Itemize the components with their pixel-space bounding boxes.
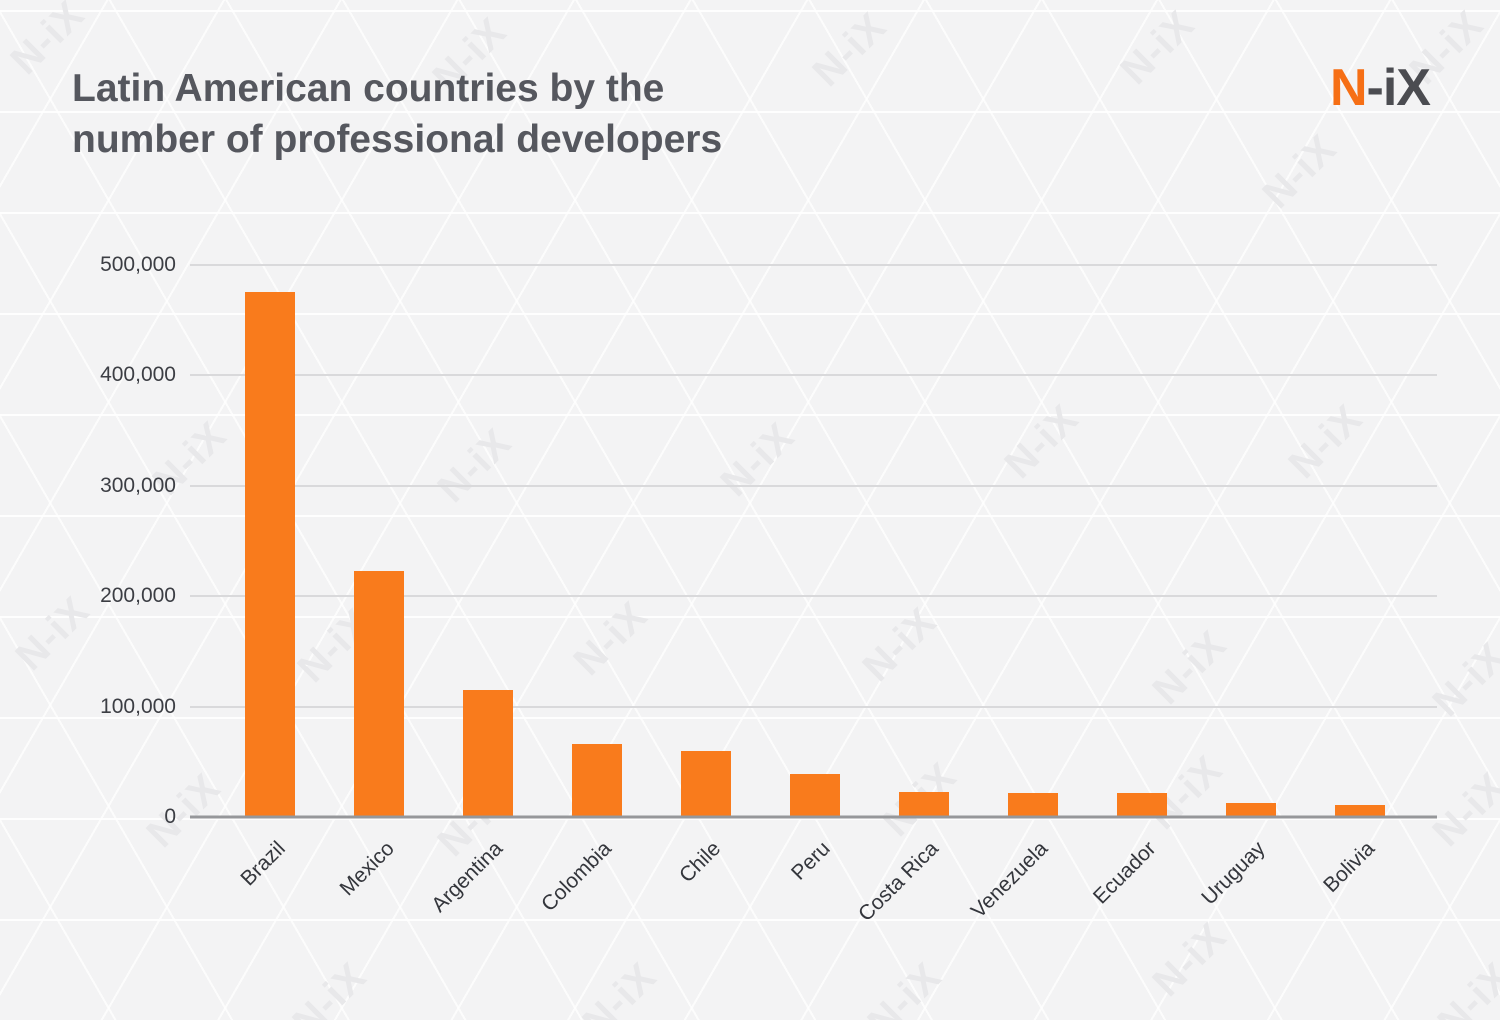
bar-costa-rica bbox=[898, 791, 949, 817]
bar-chile bbox=[681, 750, 732, 817]
x-tick-label-venezuela: Venezuela bbox=[966, 837, 1053, 923]
bar-slot-ecuador bbox=[1087, 265, 1196, 817]
x-slot-colombia: Colombia bbox=[537, 817, 652, 987]
bar-argentina bbox=[463, 690, 514, 817]
bar-slot-argentina bbox=[434, 265, 543, 817]
bar-slot-venezuela bbox=[978, 265, 1087, 817]
nix-watermark: N-iX bbox=[1112, 2, 1203, 93]
bar-venezuela bbox=[1007, 792, 1058, 817]
bar-slot-bolivia bbox=[1305, 265, 1414, 817]
y-tick-label-500,000: 500,000 bbox=[100, 253, 176, 276]
bar-chart: 0 100,000 200,000 300,000 400,000 500,000 Bra… bbox=[100, 253, 1437, 926]
chart-title-line2: number of professional developers bbox=[72, 118, 723, 161]
x-slot-bolivia: Bolivia bbox=[1305, 817, 1414, 987]
x-tick-label-mexico: Mexico bbox=[335, 837, 399, 901]
nix-watermark: N-iX bbox=[1429, 954, 1500, 1020]
x-tick-label-bolivia: Bolivia bbox=[1318, 837, 1379, 898]
y-tick-label-0: 0 bbox=[164, 805, 176, 828]
x-axis-labels: Brazil Mexico Argentina Colombia Chile Peru Co… bbox=[216, 817, 1414, 987]
x-slot-argentina: Argentina bbox=[428, 817, 543, 987]
x-slot-ecuador: Ecuador bbox=[1087, 817, 1196, 987]
x-slot-uruguay: Uruguay bbox=[1196, 817, 1305, 987]
bar-ecuador bbox=[1116, 792, 1167, 817]
nix-watermark: N-iX bbox=[804, 4, 895, 95]
x-tick-label-ecuador: Ecuador bbox=[1089, 837, 1161, 909]
x-tick-label-colombia: Colombia bbox=[537, 837, 617, 916]
y-tick-label-100,000: 100,000 bbox=[100, 694, 176, 718]
x-tick-label-uruguay: Uruguay bbox=[1197, 837, 1270, 910]
x-tick-label-argentina: Argentina bbox=[427, 837, 508, 917]
chart-title: Latin American countries by the number of… bbox=[72, 63, 722, 165]
x-slot-brazil: Brazil bbox=[216, 817, 325, 987]
bar-slot-colombia bbox=[543, 265, 652, 817]
y-tick-label-300,000: 300,000 bbox=[100, 473, 176, 497]
x-tick-label-peru: Peru bbox=[786, 837, 835, 885]
x-slot-costa-rica: Costa Rica bbox=[854, 817, 978, 987]
bar-brazil bbox=[245, 291, 296, 817]
x-slot-venezuela: Venezuela bbox=[966, 817, 1087, 987]
gridline-100,000 bbox=[190, 705, 1437, 708]
x-slot-mexico: Mexico bbox=[325, 817, 434, 987]
bar-peru bbox=[789, 773, 840, 817]
gridline-400,000 bbox=[190, 374, 1437, 377]
bar-series bbox=[216, 265, 1414, 817]
bar-slot-costa-rica bbox=[869, 265, 978, 817]
nix-logo-orange-part: N bbox=[1329, 59, 1368, 117]
x-slot-chile: Chile bbox=[652, 817, 761, 987]
nix-logo-gray-part: -iX bbox=[1366, 59, 1431, 117]
bar-colombia bbox=[572, 744, 623, 817]
nix-watermark: N-iX bbox=[7, 588, 98, 679]
bar-slot-brazil bbox=[216, 265, 325, 817]
nix-logo: N-iX bbox=[1329, 59, 1431, 117]
chart-title-line1: Latin American countries by the bbox=[72, 67, 665, 110]
bar-slot-mexico bbox=[325, 265, 434, 817]
bar-mexico bbox=[354, 570, 405, 817]
nix-watermark: N-iX bbox=[1254, 126, 1345, 217]
bar-slot-chile bbox=[652, 265, 761, 817]
x-slot-peru: Peru bbox=[761, 817, 870, 987]
gridline-300,000 bbox=[190, 484, 1437, 487]
bar-slot-uruguay bbox=[1196, 265, 1305, 817]
x-tick-label-chile: Chile bbox=[675, 837, 726, 888]
gridline-200,000 bbox=[190, 595, 1437, 598]
bar-slot-peru bbox=[761, 265, 870, 817]
y-tick-label-400,000: 400,000 bbox=[100, 363, 176, 387]
x-axis-line bbox=[190, 815, 1437, 819]
x-tick-label-brazil: Brazil bbox=[236, 837, 290, 891]
y-tick-label-200,000: 200,000 bbox=[100, 584, 176, 608]
gridline-500,000 bbox=[190, 264, 1437, 266]
